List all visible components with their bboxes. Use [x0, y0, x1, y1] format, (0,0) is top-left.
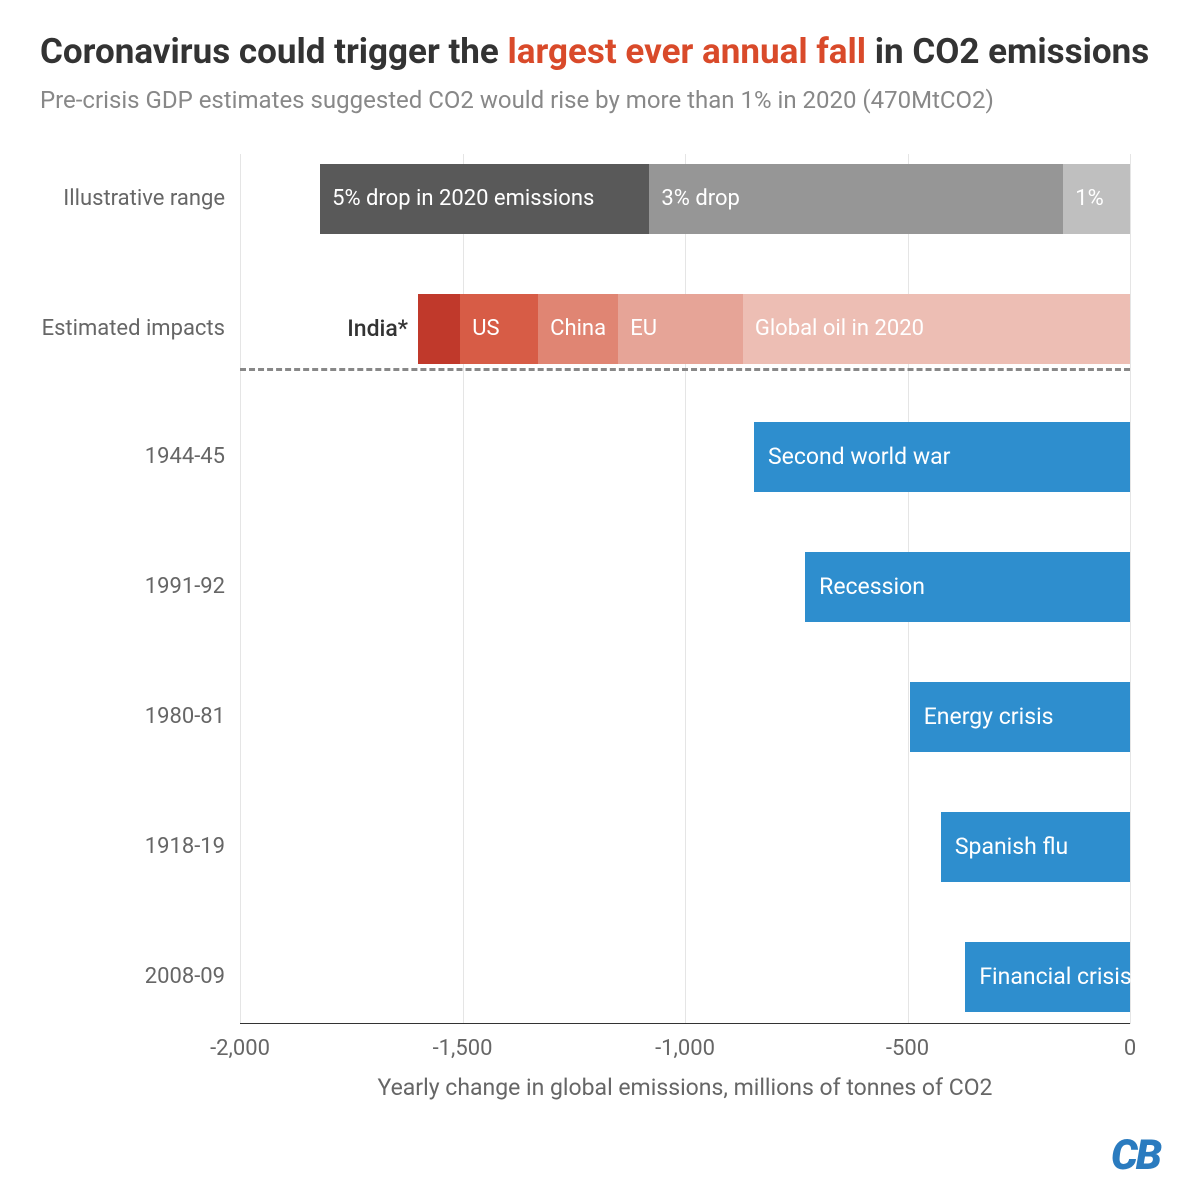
chart-area: 5% drop in 2020 emissions 3% drop 1% US Chin…	[40, 154, 1160, 1094]
bar-label: 5% drop in 2020 emissions	[332, 186, 594, 211]
gridline	[685, 154, 686, 1024]
stacked-segment: 1%	[1063, 164, 1130, 234]
history-bar: Spanish flu	[941, 812, 1130, 882]
stacked-segment: 5% drop in 2020 emissions	[320, 164, 649, 234]
bar-label: Financial crisis	[979, 963, 1131, 990]
bar-label: US	[472, 316, 499, 341]
x-axis-title: Yearly change in global emissions, milli…	[240, 1074, 1130, 1101]
gridline	[1130, 154, 1131, 1024]
bar-label: EU	[630, 316, 657, 341]
gridline	[240, 154, 241, 1024]
bar-label: China	[550, 316, 606, 341]
bar-label: Energy crisis	[924, 703, 1054, 730]
chart-title: Coronavirus could trigger the largest ev…	[40, 30, 1160, 74]
title-highlight: largest ever annual fall	[508, 31, 867, 72]
bar-label: Recession	[819, 573, 925, 600]
y-category-label: 1944-45	[40, 444, 225, 469]
stacked-segment: Global oil in 2020	[743, 294, 1130, 364]
chart-subtitle: Pre-crisis GDP estimates suggested CO2 w…	[40, 86, 1160, 114]
y-category-label: 1918-19	[40, 834, 225, 859]
plot-area: 5% drop in 2020 emissions 3% drop 1% US Chin…	[240, 154, 1130, 1024]
source-logo: CB	[1111, 1131, 1160, 1180]
title-suffix: in CO2 emissions	[866, 31, 1149, 72]
y-category-label: Estimated impacts	[40, 316, 225, 341]
bar-label: Second world war	[768, 443, 950, 470]
history-bar: Energy crisis	[910, 682, 1130, 752]
bar-label: Global oil in 2020	[755, 316, 924, 341]
title-prefix: Coronavirus could trigger the	[40, 31, 508, 72]
x-axis-line	[240, 1023, 1130, 1024]
y-category-label: 1991-92	[40, 574, 225, 599]
y-category-label: Illustrative range	[40, 186, 225, 211]
stacked-segment: US	[460, 294, 538, 364]
bar-label: 1%	[1075, 186, 1103, 211]
y-category-label: 2008-09	[40, 964, 225, 989]
y-category-label: 1980-81	[40, 704, 225, 729]
stacked-segment: China	[538, 294, 618, 364]
history-bar: Recession	[805, 552, 1130, 622]
external-bar-label: India*	[288, 315, 408, 342]
section-divider	[240, 368, 1130, 371]
stacked-segment	[418, 294, 460, 364]
stacked-segment: 3% drop	[649, 164, 1063, 234]
bar-label: 3% drop	[661, 186, 739, 211]
x-tick-label: -500	[886, 1036, 929, 1061]
history-bar: Second world war	[754, 422, 1130, 492]
x-tick-label: -1,000	[655, 1036, 715, 1061]
history-bar: Financial crisis	[965, 942, 1130, 1012]
bar-label: Spanish flu	[955, 833, 1068, 860]
x-tick-label: -2,000	[210, 1036, 270, 1061]
x-tick-label: -1,500	[433, 1036, 493, 1061]
x-tick-label: 0	[1124, 1036, 1136, 1061]
stacked-segment: EU	[618, 294, 743, 364]
gridline	[463, 154, 464, 1024]
